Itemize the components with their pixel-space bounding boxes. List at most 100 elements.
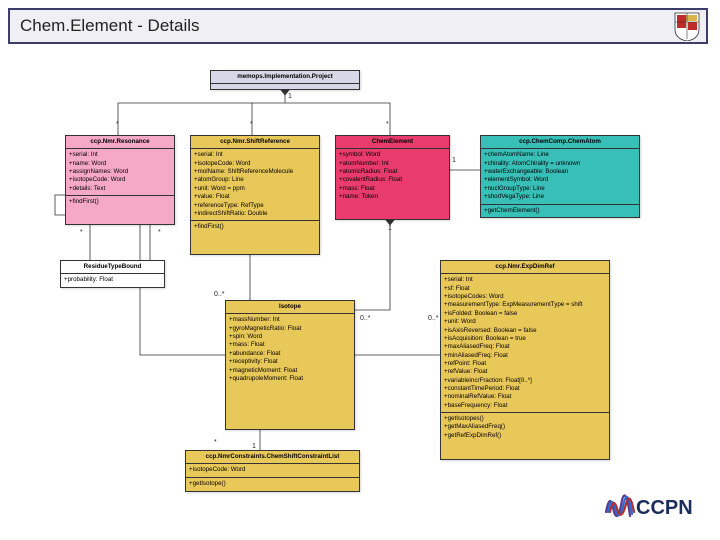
member-row: +chirality: AtomChirality = unknown xyxy=(484,160,636,168)
multiplicity-label: 1 xyxy=(452,157,456,164)
attr-section: +chemAtomName: Line+chirality: AtomChira… xyxy=(481,149,639,204)
class-name: ccp.NmrConstraints.ChemShiftConstraintLi… xyxy=(186,451,359,464)
class-chem-atom: ccp.ChemComp.ChemAtom +chemAtomName: Lin… xyxy=(480,135,640,218)
attr-section: +symbol: Word+atomNumber: Int+atomicRadi… xyxy=(336,149,449,203)
member-row: +magneticMoment: Float xyxy=(229,367,351,375)
member-row: +findFirst() xyxy=(69,198,171,206)
ccpn-logo: CCPN xyxy=(602,482,692,526)
member-row: +shortVegaType: Line xyxy=(484,193,636,201)
attr-section: +massNumber: Int+gyroMagneticRatio: Floa… xyxy=(226,314,354,385)
title-bar: Chem.Element - Details xyxy=(8,8,708,44)
member-row: +variableIncrFraction: Float[0..*] xyxy=(444,377,606,385)
member-row: +mass: Float xyxy=(339,185,446,193)
member-row: +atomicRadius: Float xyxy=(339,168,446,176)
class-project: memops.Implementation.Project xyxy=(210,70,360,90)
member-row: +quadrupoleMoment: Float xyxy=(229,375,351,383)
member-row: +receptivity: Float xyxy=(229,358,351,366)
multiplicity-label: 0..* xyxy=(214,291,225,298)
member-row: +value: Float xyxy=(194,193,316,201)
class-name: Isotope xyxy=(226,301,354,314)
member-row: +indirectShiftRatio: Double xyxy=(194,210,316,218)
member-row: +isAcquisition: Boolean = true xyxy=(444,335,606,343)
member-row: +name: Word xyxy=(69,160,171,168)
member-row: +probability: Float xyxy=(64,276,161,284)
member-row: +findFirst() xyxy=(194,223,316,231)
attr-section: +serial: Int+sf: Float+isotopeCodes: Wor… xyxy=(441,274,609,413)
op-section: +getIsotopes()+getMaxAliasedFreq()+getRe… xyxy=(441,413,609,442)
member-row: +constantTimePeriod: Float xyxy=(444,385,606,393)
member-row: +minAliasedFreq: Float xyxy=(444,352,606,360)
multiplicity-label: * xyxy=(116,121,119,128)
member-row: +serial: Int xyxy=(444,276,606,284)
member-row: +isotopeCodes: Word xyxy=(444,293,606,301)
member-row: +symbol: Word xyxy=(339,151,446,159)
member-row: +referenceType: RefType xyxy=(194,202,316,210)
attr-section: +serial: Int+isotopeCode: Word+molName: … xyxy=(191,149,319,221)
uml-diagram: memops.Implementation.Project ccp.Nmr.Re… xyxy=(0,55,720,485)
multiplicity-label: * xyxy=(250,121,253,128)
member-row: +getMaxAliasedFreq() xyxy=(444,423,606,431)
member-row: +refPoint: Float xyxy=(444,360,606,368)
member-row: +mass: Float xyxy=(229,341,351,349)
op-section: +findFirst() xyxy=(66,196,174,208)
attr-section: +isotopeCode: Word xyxy=(186,464,359,477)
member-row: +massNumber: Int xyxy=(229,316,351,324)
member-row: +elementSymbol: Word xyxy=(484,176,636,184)
multiplicity-label: * xyxy=(80,229,83,236)
member-row: +getRefExpDimRef() xyxy=(444,432,606,440)
multiplicity-label: 1 xyxy=(252,443,256,450)
attr-section: +serial: Int+name: Word+assignNames: Wor… xyxy=(66,149,174,196)
class-resonance: ccp.Nmr.Resonance +serial: Int+name: Wor… xyxy=(65,135,175,225)
class-name: ccp.ChemComp.ChemAtom xyxy=(481,136,639,149)
member-row: +details: Text xyxy=(69,185,171,193)
member-row: +unit: Word = ppm xyxy=(194,185,316,193)
class-isotope: Isotope +massNumber: Int+gyroMagneticRat… xyxy=(225,300,355,430)
member-row: +getIsotope() xyxy=(189,480,356,488)
member-row: +baseFrequency: Float xyxy=(444,402,606,410)
member-row: +molName: ShiftReferenceMolecule xyxy=(194,168,316,176)
op-section: +getChemElement() xyxy=(481,205,639,217)
op-section: +getIsotope() xyxy=(186,478,359,490)
multiplicity-label: 1 xyxy=(388,225,392,232)
member-row: +refValue: Float xyxy=(444,368,606,376)
member-row: +gyroMagneticRatio: Float xyxy=(229,325,351,333)
member-row: +getIsotopes() xyxy=(444,415,606,423)
multiplicity-label: * xyxy=(214,439,217,446)
op-section: +findFirst() xyxy=(191,221,319,233)
member-row: +maxAliasedFreq: Float xyxy=(444,343,606,351)
member-row: +name: Token xyxy=(339,193,446,201)
member-row: +serial: Int xyxy=(69,151,171,159)
class-name: memops.Implementation.Project xyxy=(211,71,359,84)
class-name: ResidueTypeBound xyxy=(61,261,164,274)
member-row: +chemAtomName: Line xyxy=(484,151,636,159)
page-title: Chem.Element - Details xyxy=(20,16,200,36)
member-row: +waterExchangeable: Boolean xyxy=(484,168,636,176)
multiplicity-label: 1 xyxy=(288,93,292,100)
class-name: ccp.Nmr.ShiftReference xyxy=(191,136,319,149)
member-row: +assignNames: Word xyxy=(69,168,171,176)
class-exp-dim-ref: ccp.Nmr.ExpDimRef +serial: Int+sf: Float… xyxy=(440,260,610,460)
class-shift-reference: ccp.Nmr.ShiftReference +serial: Int+isot… xyxy=(190,135,320,255)
class-name: ccp.Nmr.Resonance xyxy=(66,136,174,149)
multiplicity-label: 0..* xyxy=(428,315,439,322)
multiplicity-label: * xyxy=(386,121,389,128)
member-row: +spin: Word xyxy=(229,333,351,341)
attr-section: +probability: Float xyxy=(61,274,164,286)
multiplicity-label: 0..* xyxy=(360,315,371,322)
member-row: +isotopeCode: Word xyxy=(194,160,316,168)
cambridge-crest-icon xyxy=(674,11,700,41)
member-row: +serial: Int xyxy=(194,151,316,159)
member-row: +nominalRefValue: Float xyxy=(444,393,606,401)
logo-text: CCPN xyxy=(636,497,692,519)
class-chem-element: ChemElement +symbol: Word+atomNumber: In… xyxy=(335,135,450,220)
member-row: +measurementType: ExpMeasurementType = s… xyxy=(444,301,606,309)
member-row: +covalentRadius: Float xyxy=(339,176,446,184)
multiplicity-label: * xyxy=(158,229,161,236)
member-row: +nuclGroupType: Line xyxy=(484,185,636,193)
member-row: +getChemElement() xyxy=(484,207,636,215)
class-name: ccp.Nmr.ExpDimRef xyxy=(441,261,609,274)
member-row: +atomGroup: Line xyxy=(194,176,316,184)
class-name: ChemElement xyxy=(336,136,449,149)
class-residue-type-bound: ResidueTypeBound +probability: Float xyxy=(60,260,165,288)
member-row: +abundance: Float xyxy=(229,350,351,358)
